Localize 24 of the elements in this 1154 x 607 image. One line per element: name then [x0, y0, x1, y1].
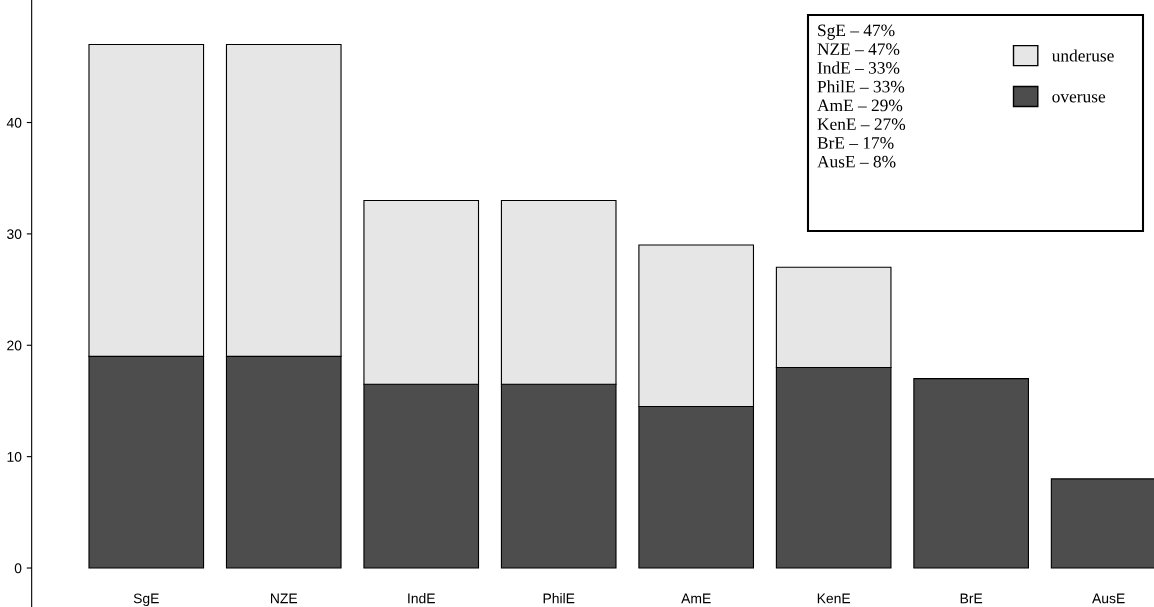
x-tick-label: KenE: [817, 593, 851, 604]
y-tick-label: 0: [14, 563, 22, 574]
annotation: NZE – 47%: [817, 43, 900, 56]
x-tick-label: PhilE: [543, 593, 575, 604]
legend-label: underuse: [1051, 49, 1114, 62]
y-tick-label: 30: [7, 229, 22, 240]
annotation: AmE – 29%: [817, 99, 903, 112]
y-tick-label: 40: [6, 117, 22, 128]
x-tick-label: AusE: [1092, 593, 1125, 604]
y-tick-label: 10: [7, 451, 22, 462]
x-tick-label: IndE: [408, 593, 435, 604]
annotation: KenE – 27%: [817, 118, 906, 131]
x-tick-label: SgE: [133, 593, 159, 607]
bar: [913, 378, 1029, 569]
x-tick-label: BrE: [960, 593, 983, 604]
legend-label: overuse: [1052, 94, 1106, 103]
annotation: IndE – 33%: [817, 61, 900, 74]
annotation: PhilE – 33%: [817, 80, 905, 93]
annotation: AusE – 8%: [817, 155, 896, 168]
annotation: BrE – 17%: [817, 137, 894, 149]
x-tick-label: NZE: [271, 593, 298, 604]
annotation: SgE – 47%: [818, 24, 895, 40]
y-tick-label: 20: [7, 340, 22, 351]
x-tick-label: AmE: [681, 593, 711, 604]
